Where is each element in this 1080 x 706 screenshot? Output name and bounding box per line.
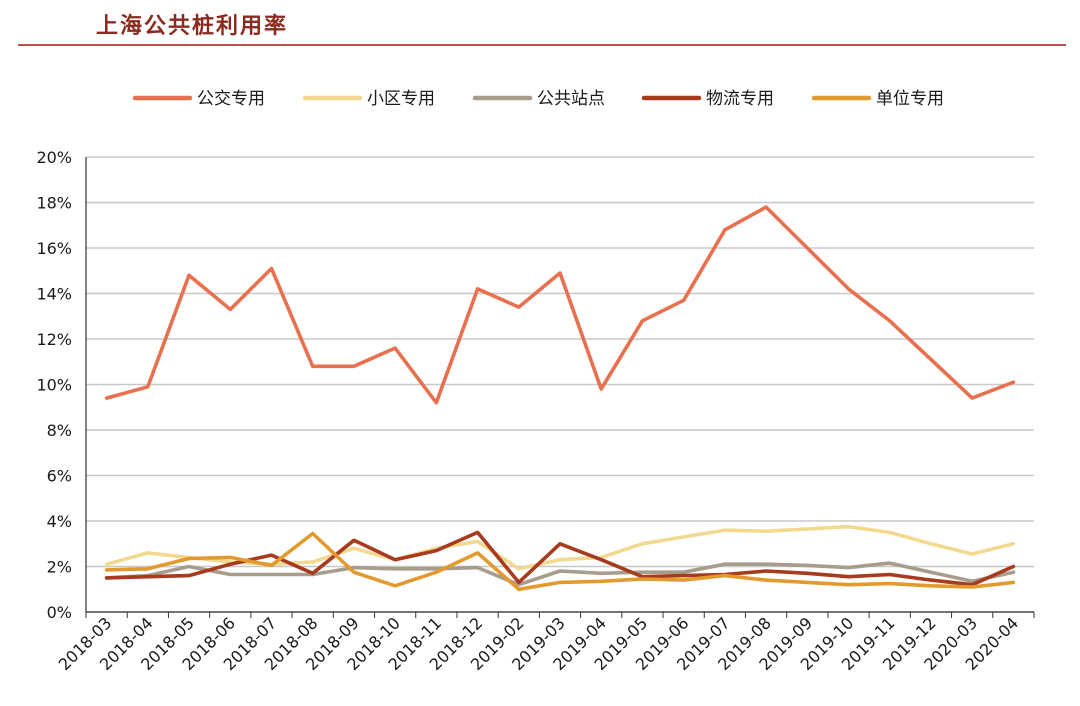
legend-label: 物流专用 (706, 89, 774, 109)
series-line-5 (104, 531, 1016, 592)
x-tick-labels: 2018-032018-042018-052018-062018-072018-… (55, 613, 1022, 674)
page-title: 上海公共桩利用率 (96, 14, 289, 39)
y-tick-label: 16% (36, 239, 72, 258)
legend-label: 公共站点 (537, 89, 605, 109)
legend-label: 单位专用 (876, 89, 944, 109)
series-lines (104, 205, 1016, 592)
legend-label: 公交专用 (197, 89, 265, 109)
title-divider (18, 44, 1066, 46)
y-tick-label: 0% (47, 603, 72, 622)
y-tick-label: 8% (47, 421, 72, 440)
series-line-1 (104, 205, 1016, 405)
y-tick-label: 10% (36, 376, 72, 395)
y-tick-label: 12% (36, 330, 72, 349)
y-tick-label: 18% (36, 194, 72, 213)
y-tick-label: 2% (47, 558, 72, 577)
gridlines (86, 156, 1034, 613)
y-tick-label: 14% (36, 285, 72, 304)
axes (85, 157, 1035, 618)
legend-label: 小区专用 (367, 89, 435, 109)
y-tick-label: 4% (47, 512, 72, 531)
legend: 公交专用 小区专用 公共站点 物流专用 单位专用 (132, 89, 944, 109)
y-tick-labels: 0% 2% 4% 6% 8% 10% 12% 14% 16% 18% 20% (36, 148, 72, 622)
series-line-4 (104, 530, 1016, 587)
y-tick-label: 6% (47, 467, 72, 486)
y-tick-label: 20% (36, 148, 72, 167)
series-line-3 (104, 561, 1016, 587)
